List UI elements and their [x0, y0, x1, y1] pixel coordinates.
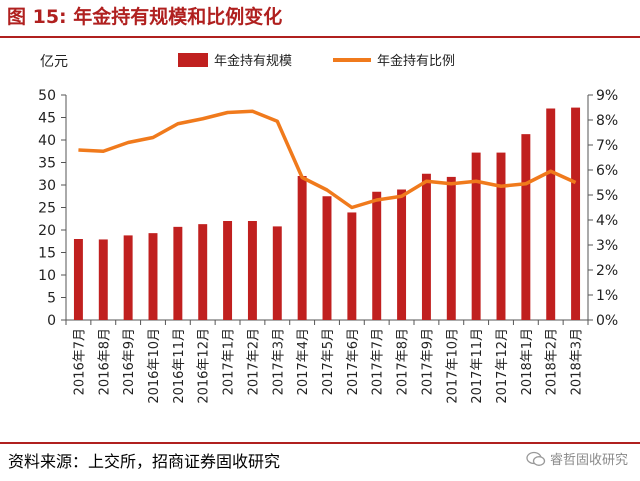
y-left-tick-label: 25 — [38, 201, 56, 217]
x-tick-label: 2016年9月 — [122, 328, 137, 395]
bar-nianjin-scale — [98, 239, 108, 320]
y-right-tick-label: 9% — [596, 88, 618, 104]
x-tick-label: 2017年3月 — [271, 328, 286, 395]
y-left-unit-label: 亿元 — [40, 54, 68, 70]
y-left-tick-label: 50 — [38, 88, 56, 104]
watermark: 睿哲固收研究 — [526, 449, 628, 468]
bar-nianjin-scale — [546, 108, 556, 320]
x-tick-label: 2017年11月 — [470, 328, 485, 404]
bar-nianjin-scale — [198, 224, 208, 320]
x-tick-label: 2017年1月 — [222, 328, 237, 395]
bar-nianjin-scale — [571, 107, 581, 320]
source-rule — [0, 442, 640, 444]
source-note: 资料来源：上交所，招商证券固收研究 — [8, 452, 281, 471]
y-left-tick-label: 5 — [47, 291, 56, 307]
y-left-tick-label: 15 — [38, 246, 56, 262]
bar-nianjin-scale — [397, 189, 407, 320]
legend-label-line: 年金持有比例 — [377, 53, 455, 69]
x-tick-label: 2016年8月 — [97, 328, 112, 395]
title-rule — [0, 36, 640, 38]
bar-nianjin-scale — [247, 221, 257, 320]
bar-nianjin-scale — [173, 226, 183, 320]
x-tick-label: 2017年5月 — [321, 328, 336, 395]
y-left-tick-label: 40 — [38, 133, 56, 149]
x-tick-label: 2017年4月 — [296, 328, 311, 395]
y-left-tick-label: 30 — [38, 178, 56, 194]
figure-title: 图 15: 年金持有规模和比例变化 — [7, 6, 283, 28]
bar-nianjin-scale — [521, 134, 531, 320]
y-right-tick-label: 8% — [596, 113, 618, 129]
x-tick-label: 2017年12月 — [495, 328, 510, 404]
y-right-tick-label: 2% — [596, 263, 618, 279]
bar-nianjin-scale — [272, 226, 282, 320]
legend-swatch-bars — [178, 53, 208, 67]
x-tick-label: 2017年7月 — [371, 328, 386, 395]
x-tick-label: 2017年6月 — [346, 328, 361, 395]
y-left-tick-label: 45 — [38, 111, 56, 127]
x-tick-label: 2017年10月 — [445, 328, 460, 404]
x-tick-label: 2017年8月 — [396, 328, 411, 395]
y-right-tick-label: 7% — [596, 138, 618, 154]
y-right-tick-label: 3% — [596, 238, 618, 254]
x-tick-label: 2018年3月 — [570, 328, 585, 395]
legend-label-bars: 年金持有规模 — [214, 53, 292, 69]
y-left-tick-label: 0 — [47, 313, 56, 329]
bar-nianjin-scale — [223, 221, 233, 320]
watermark-text: 睿哲固收研究 — [549, 453, 628, 468]
bar-nianjin-scale — [496, 152, 506, 320]
x-tick-label: 2017年2月 — [246, 328, 261, 395]
wechat-icon — [526, 451, 546, 466]
x-tick-label: 2016年10月 — [147, 328, 162, 404]
y-right-tick-label: 6% — [596, 163, 618, 179]
x-tick-label: 2018年2月 — [545, 328, 560, 395]
bar-nianjin-scale — [421, 173, 431, 320]
bar-nianjin-scale — [123, 235, 133, 320]
bar-nianjin-scale — [297, 176, 307, 320]
bar-nianjin-scale — [471, 152, 481, 320]
bar-nianjin-scale — [322, 196, 332, 320]
combo-chart: 亿元 年金持有规模 年金持有比例 0 5 10 15 20 25 30 35 40 45 50 0% 1% 2%… — [38, 53, 618, 404]
bar-nianjin-scale — [148, 233, 158, 320]
y-left-tick-label: 20 — [38, 223, 56, 239]
y-left-tick-label: 35 — [38, 156, 56, 172]
bar-nianjin-scale — [347, 212, 357, 320]
y-right-tick-label: 5% — [596, 188, 618, 204]
x-tick-label: 2016年11月 — [172, 328, 187, 404]
y-right-tick-label: 4% — [596, 213, 618, 229]
bar-nianjin-scale — [372, 191, 382, 320]
x-tick-label: 2016年7月 — [72, 328, 87, 395]
x-tick-label: 2017年9月 — [420, 328, 435, 395]
bar-nianjin-scale — [73, 239, 83, 320]
y-right-tick-label: 1% — [596, 288, 618, 304]
y-left-tick-label: 10 — [38, 268, 56, 284]
y-right-tick-label: 0% — [596, 313, 618, 329]
bar-nianjin-scale — [446, 176, 456, 320]
x-tick-label: 2016年12月 — [197, 328, 212, 404]
x-tick-label: 2018年1月 — [520, 328, 535, 395]
